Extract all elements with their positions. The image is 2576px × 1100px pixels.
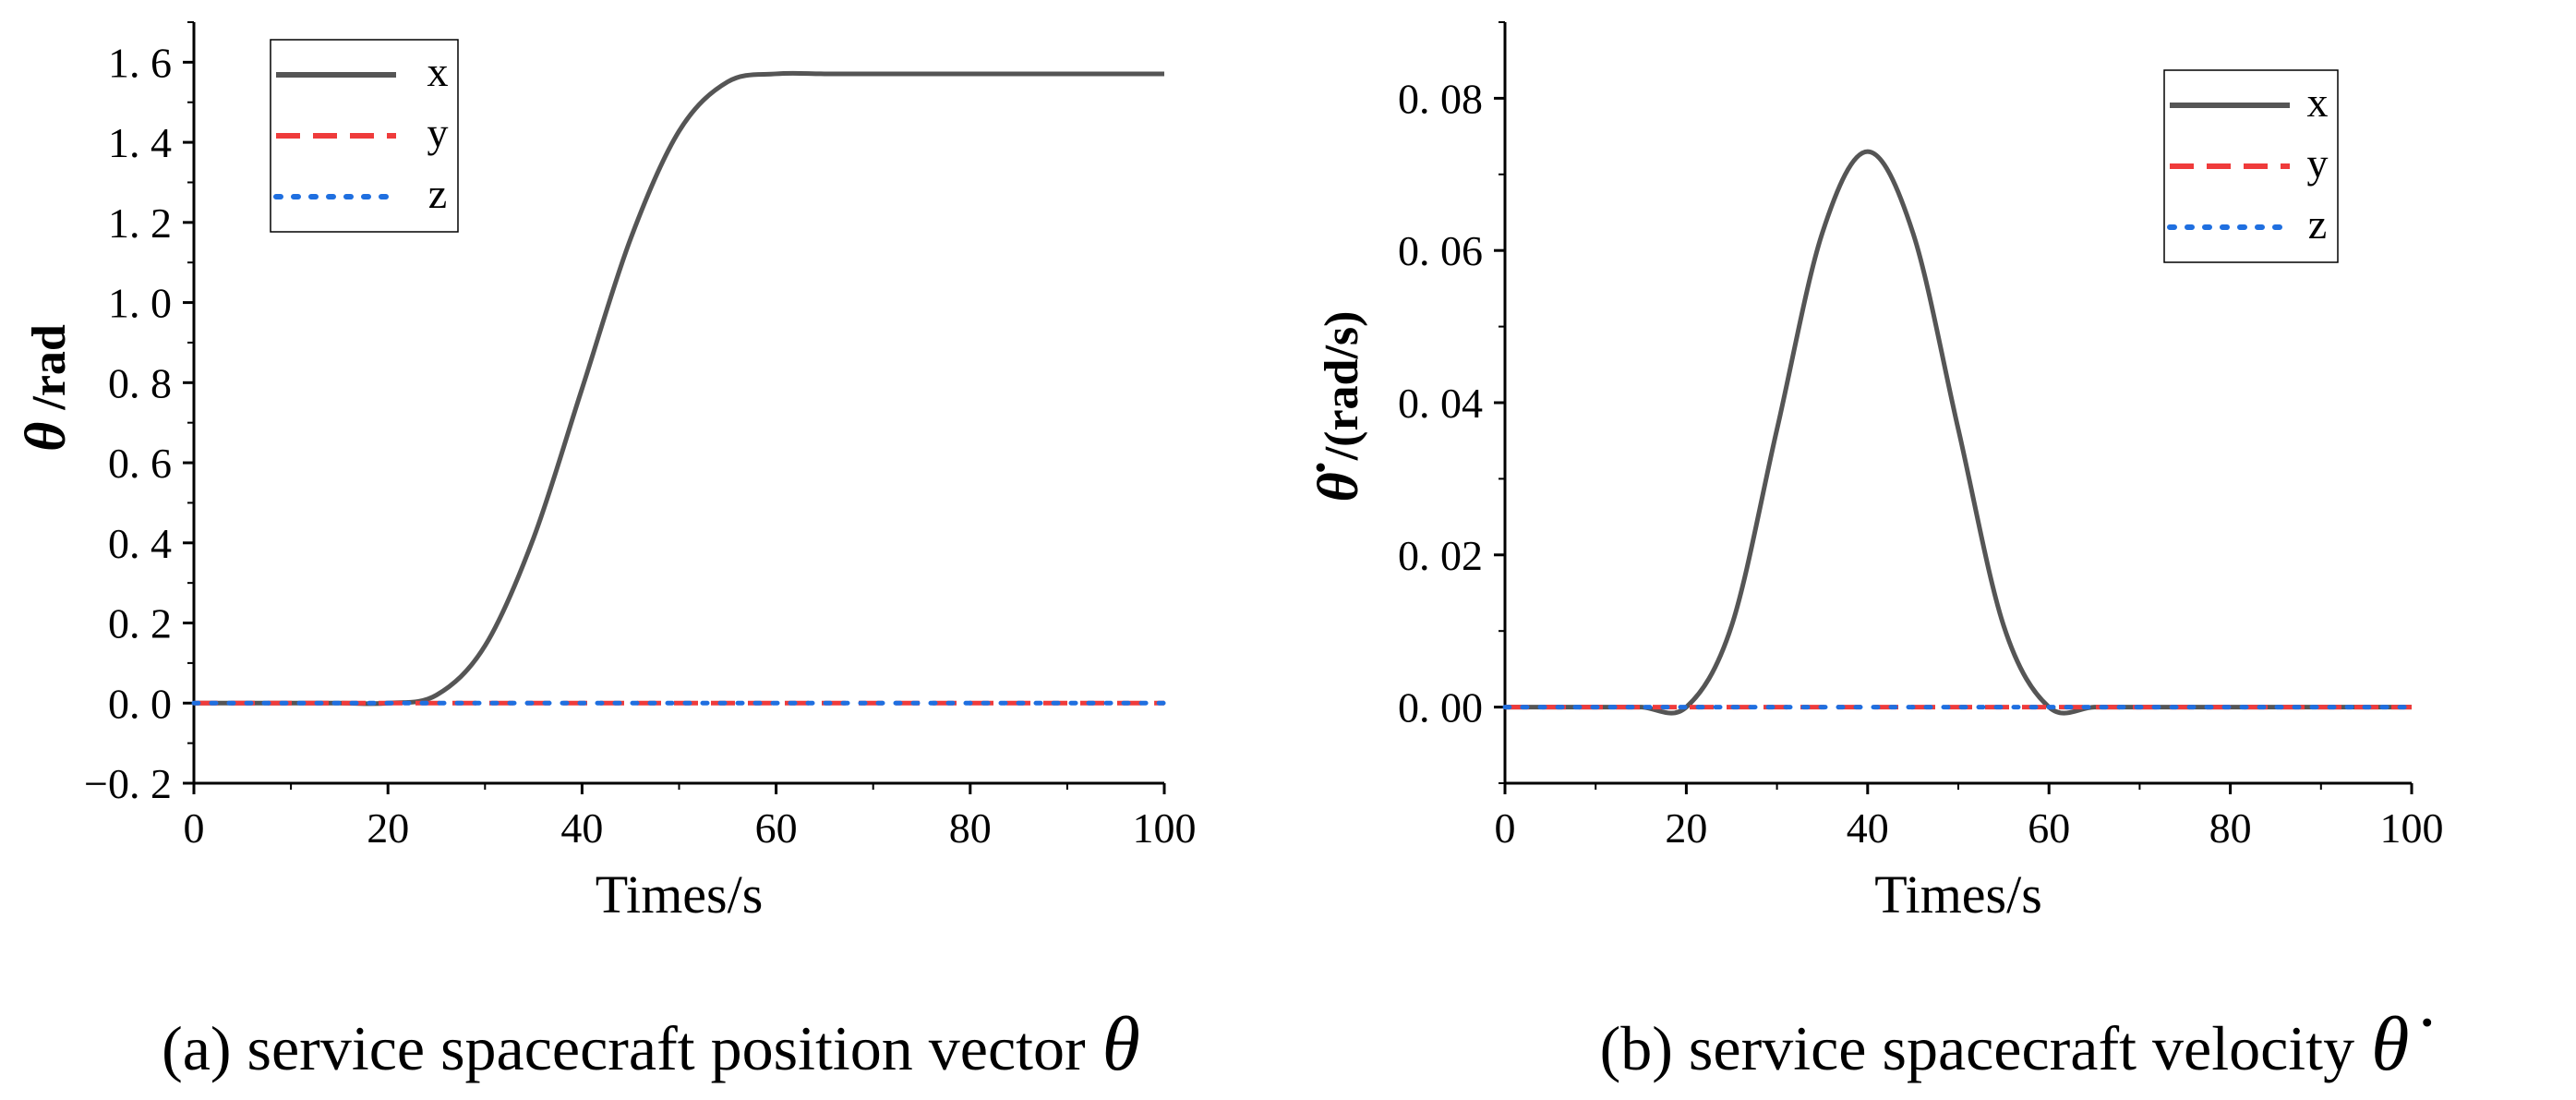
y-axis-label: θ /rad xyxy=(15,324,78,452)
x-tick-label: 0 xyxy=(1495,804,1516,852)
x-tick-label: 80 xyxy=(2209,804,2252,852)
figure-caption: (a) service spacecraft position vector θ xyxy=(162,1001,1140,1087)
legend: xyz xyxy=(270,39,459,233)
y-axis-label-symbol: θ xyxy=(15,422,78,452)
caption-symbol: θ xyxy=(1102,1001,1140,1087)
y-axis-label: θ̇ /(rad/s) xyxy=(1307,311,1370,502)
y-tick-label: 0. 00 xyxy=(1398,684,1483,731)
x-tick-label: 60 xyxy=(755,804,798,852)
y-tick-label: 0. 06 xyxy=(1398,227,1483,274)
y-tick-label: 1. 6 xyxy=(108,39,172,86)
chart-panel-1: 0 20 40 60 80 100 0. 00 0. 02 0. 04 0. 06 0. 08 Tim… xyxy=(1307,21,2444,1087)
legend-label-x: x xyxy=(427,48,449,95)
x-axis-label: Times/s xyxy=(596,864,764,925)
x-axis-label: Times/s xyxy=(1874,864,2042,925)
y-tick-label: 0. 04 xyxy=(1398,380,1483,427)
x-tick-label: 40 xyxy=(1847,804,1889,852)
y-tick-label: 1. 2 xyxy=(108,199,172,247)
y-tick-label: 1. 4 xyxy=(108,119,172,166)
x-tick-label: 20 xyxy=(1665,804,1707,852)
y-tick-label: 0. 4 xyxy=(108,520,172,567)
x-tick-label: 0 xyxy=(184,804,205,852)
y-tick-label: 1. 0 xyxy=(108,280,172,327)
x-tick-label: 80 xyxy=(949,804,992,852)
y-axis-label-unit: /rad xyxy=(23,324,76,422)
caption-text: (a) service spacecraft position vector xyxy=(162,1013,1086,1083)
y-tick-label: 0. 02 xyxy=(1398,532,1483,579)
caption-symbol: θ̇ xyxy=(2371,1001,2431,1087)
caption-text: (b) service spacecraft velocity xyxy=(1600,1013,2354,1083)
x-tick-label: 100 xyxy=(2380,804,2444,852)
y-tick-label: 0. 8 xyxy=(108,359,172,406)
y-tick-label: 0. 6 xyxy=(108,440,172,487)
y-tick-label: 0. 0 xyxy=(108,680,172,727)
x-tick-label: 20 xyxy=(367,804,409,852)
y-tick-label: 0. 08 xyxy=(1398,75,1483,122)
y-tick-label: −0. 2 xyxy=(84,760,172,807)
x-tick-label: 60 xyxy=(2028,804,2070,852)
legend-label-y: y xyxy=(2307,139,2329,187)
y-tick-label: 0. 2 xyxy=(108,600,172,647)
legend-label-z: z xyxy=(428,170,447,217)
legend-label-x: x xyxy=(2307,79,2329,126)
x-tick-label: 100 xyxy=(1133,804,1197,852)
legend-label-z: z xyxy=(2308,200,2327,248)
x-tick-label: 40 xyxy=(560,804,603,852)
legend-label-y: y xyxy=(427,109,449,156)
legend: xyz xyxy=(2163,69,2339,263)
chart-panel-0: 0 20 40 60 80 100 −0. 2 0. 0 0. 2 0. 4 0. 6 0. 8 1. … xyxy=(15,21,1197,1087)
y-axis-label-unit: /(rad/s) xyxy=(1316,311,1368,473)
figure-caption: (b) service spacecraft velocity θ̇ xyxy=(1600,1001,2432,1087)
